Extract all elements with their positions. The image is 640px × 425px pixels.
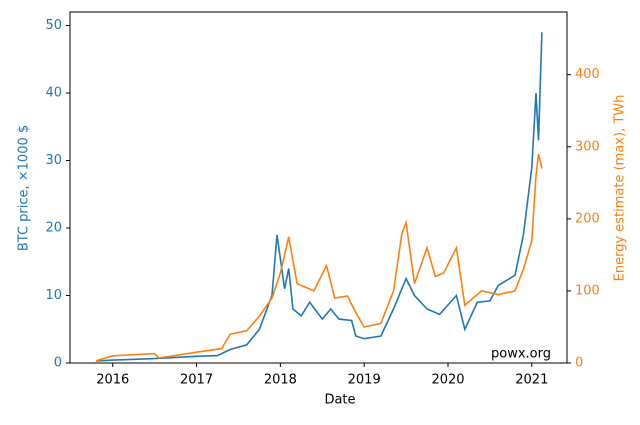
y-tick-label: 50: [45, 18, 62, 33]
y2-tick-label: 400: [575, 67, 600, 82]
x-axis-label: Date: [324, 393, 355, 408]
y-tick-label: 20: [45, 221, 62, 236]
annotation: powx.org: [491, 347, 551, 362]
y2-tick-label: 300: [575, 139, 600, 154]
series-line: [95, 153, 543, 362]
x-tick-label: 2018: [264, 373, 297, 388]
x-tick-label: 2021: [515, 373, 548, 388]
x-tick-label: 2019: [348, 373, 381, 388]
y-tick-label: 30: [45, 153, 62, 168]
x-tick-label: 2016: [96, 373, 129, 388]
y2-axis-label: Energy estimate (max), TWh: [613, 95, 628, 282]
y2-tick-label: 100: [575, 283, 600, 298]
x-tick-label: 2020: [431, 373, 464, 388]
plot-frame: [69, 11, 568, 364]
y2-tick-label: 0: [575, 356, 583, 371]
y-tick-label: 0: [54, 356, 62, 371]
series-line: [95, 32, 543, 362]
y-axis-label: BTC price, ×1000 $: [17, 125, 32, 251]
y-tick-label: 40: [45, 86, 62, 101]
y-tick-label: 10: [45, 288, 62, 303]
x-tick-label: 2017: [180, 373, 213, 388]
y2-tick-label: 200: [575, 211, 600, 226]
